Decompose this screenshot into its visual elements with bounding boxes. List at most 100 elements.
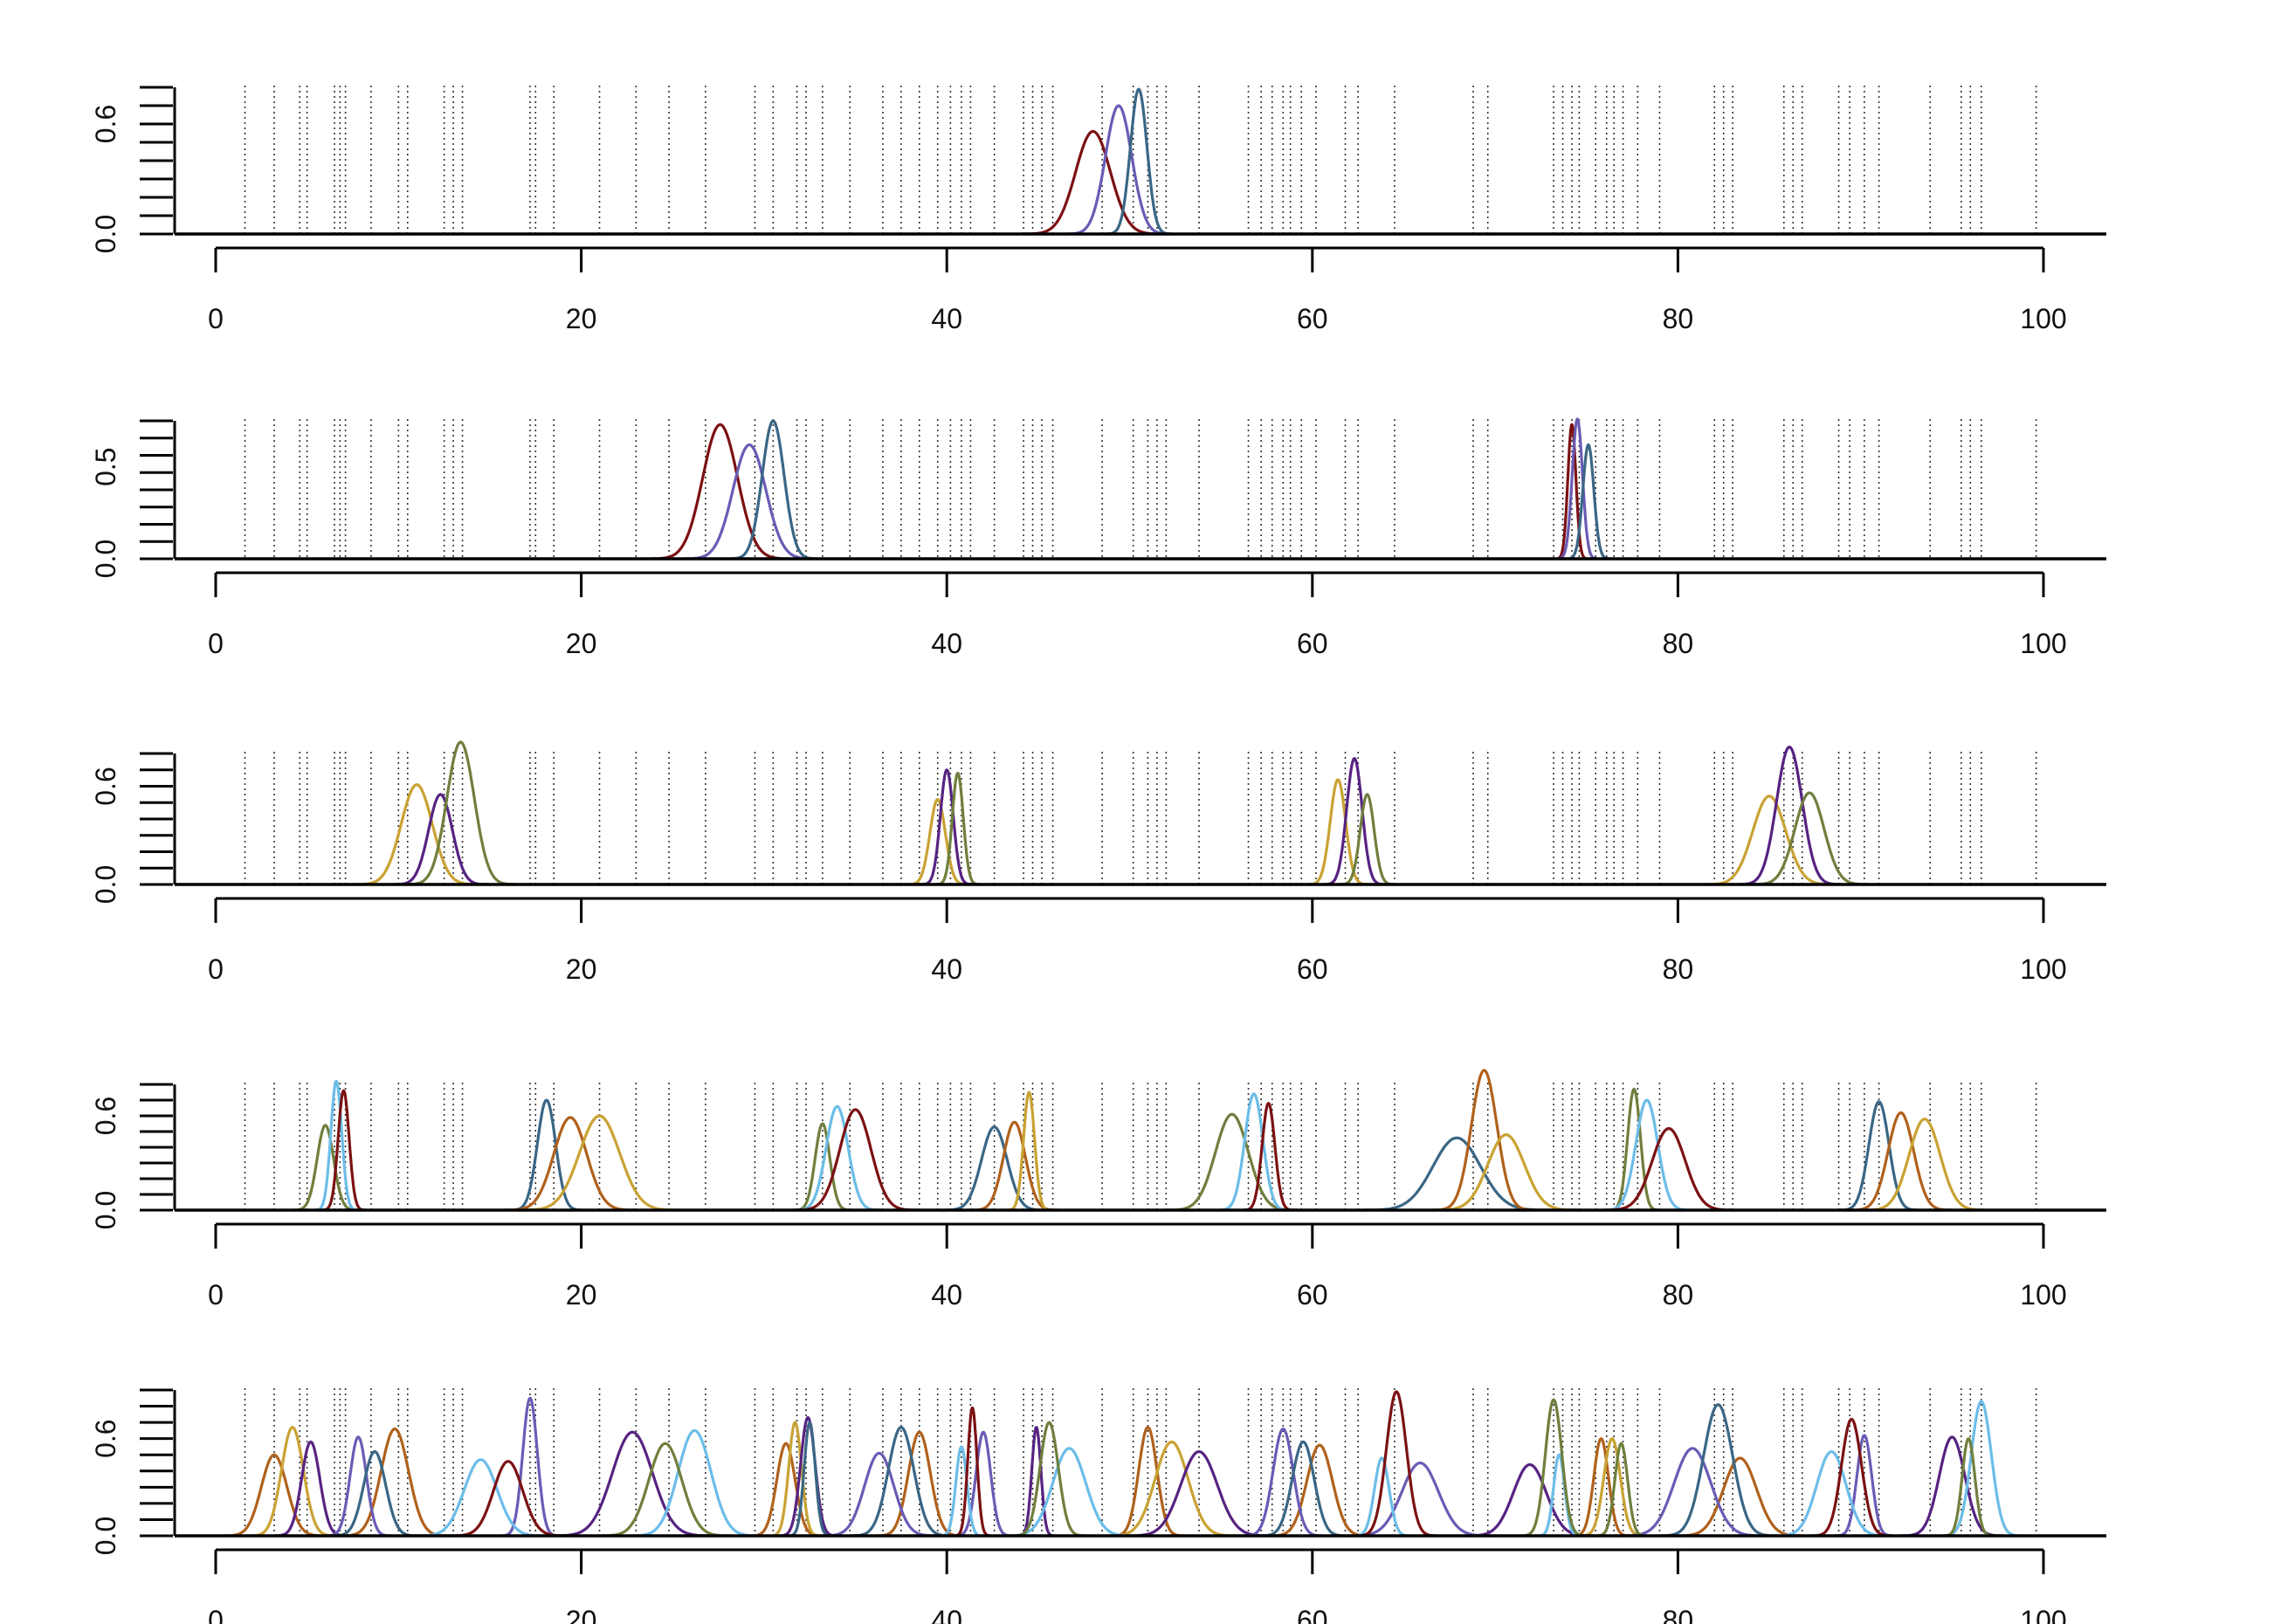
density-curve-s3-c1 (942, 1125, 1046, 1212)
x-tick-label: 0 (208, 628, 224, 659)
density-curve-s0-c5 (1268, 1443, 1371, 1538)
density-curve-s1-c1 (768, 1421, 822, 1538)
x-tick-label: 80 (1663, 303, 1694, 334)
density-curve-s5-c7 (1940, 1400, 2022, 1538)
density-curve-s7-c1 (1012, 1421, 1086, 1538)
density-curve-s1-c1 (1555, 417, 1599, 561)
density-curve-s0-c7 (1674, 1456, 1806, 1538)
x-tick-label: 0 (208, 303, 224, 334)
density-curve-s3-c1 (500, 1396, 561, 1538)
density-curve-s7-c3 (1595, 1442, 1648, 1538)
density-curve-s0-c1 (906, 797, 969, 886)
density-curve-s0-c2 (1166, 1112, 1299, 1212)
density-curve-s0-c2 (1306, 778, 1369, 886)
density-curve-s5-c2 (938, 1445, 984, 1538)
density-curve-s0-c0 (292, 1124, 359, 1212)
density-curve-s6-c1 (953, 1406, 992, 1538)
density-curve-s2-c1 (934, 771, 981, 886)
density-curve-s4-c2 (850, 1426, 953, 1538)
density-curve-s0-c2 (748, 1442, 823, 1538)
x-tick-label: 0 (208, 1605, 224, 1624)
x-tick-label: 40 (931, 628, 962, 659)
x-tick-label: 80 (1663, 953, 1694, 985)
panel-4: 0.0 0.6 0 20 40 60 80 100 (90, 1069, 2106, 1311)
density-curve-s6-c2 (1355, 1390, 1437, 1538)
panel-3: 0.0 0.6 0 20 40 60 80 100 (90, 740, 2106, 985)
x-tick-label: 60 (1297, 303, 1328, 334)
density-curve-s1-c0 (683, 443, 816, 561)
x-tick-label: 100 (2020, 1279, 2066, 1311)
y-tick-label: 0.0 (90, 215, 121, 253)
density-curve-s7-c2 (1519, 1398, 1588, 1538)
density-curve-s4-c2 (1432, 1069, 1536, 1212)
density-curve-s6-c0 (449, 1460, 567, 1538)
density-curve-s5-c1 (628, 1428, 761, 1538)
density-curve-s4-c3 (1849, 1111, 1953, 1212)
panel-2: 0.0 0.5 0 20 40 60 80 100 (90, 417, 2106, 659)
x-tick-label: 80 (1663, 1605, 1694, 1624)
density-curve-s2-c5 (1464, 1462, 1596, 1538)
density-curve-s2-c3 (1602, 1126, 1735, 1212)
x-tick-label: 100 (2020, 1605, 2066, 1624)
x-tick-label: 0 (208, 953, 224, 985)
density-curve-s2-c0 (320, 1089, 367, 1212)
density-curve-s2-c1 (552, 1430, 713, 1538)
density-curve-s2-c6 (1900, 1435, 2004, 1538)
density-curve-s4-c1 (970, 1120, 1059, 1212)
density-curve-s1-c2 (1106, 1440, 1238, 1538)
x-tick-label: 40 (931, 953, 962, 985)
x-tick-label: 20 (566, 953, 597, 985)
density-curve-s5-c2 (1432, 1133, 1580, 1212)
density-curve-s1-c0 (1065, 104, 1172, 236)
density-curve-s4-c4 (1659, 1403, 1777, 1538)
density-curve-s3-c5 (1347, 1461, 1493, 1538)
x-tick-label: 100 (2020, 628, 2066, 659)
x-tick-label: 60 (1297, 1605, 1328, 1624)
x-tick-label: 100 (2020, 303, 2066, 334)
y-tick-label: 0.6 (90, 1419, 121, 1457)
x-tick-label: 40 (931, 1279, 962, 1311)
y-tick-label: 0.5 (90, 447, 121, 485)
y-tick-label: 0.6 (90, 767, 121, 805)
density-curve-s2-c4 (1126, 1449, 1272, 1538)
x-tick-label: 80 (1663, 1279, 1694, 1311)
density-curve-s3-c0 (509, 1098, 584, 1212)
density-curve-s4-c3 (1258, 1440, 1347, 1538)
y-tick-label: 0.0 (90, 865, 121, 904)
panel-5: 0.0 0.6 0 20 40 60 80 100 (90, 1388, 2106, 1624)
density-curve-s5-c0 (519, 1114, 680, 1212)
x-tick-label: 40 (931, 1605, 962, 1624)
x-tick-label: 0 (208, 1279, 224, 1311)
density-curve-s0-c0 (1023, 129, 1163, 236)
density-curve-s0-c4 (1111, 1426, 1185, 1538)
density-curve-s1-c1 (920, 768, 974, 886)
density-curve-s0-c0 (223, 1453, 326, 1538)
density-curve-s1-c3 (1578, 1437, 1646, 1538)
density-curve-s1-c0 (248, 1426, 337, 1538)
density-curve-s3-c6 (1619, 1447, 1766, 1538)
x-tick-label: 20 (566, 1279, 597, 1311)
density-curve-s5-c1 (1006, 1091, 1052, 1212)
density-curve-s2-c2 (1242, 1102, 1295, 1212)
density-curve-s0-c0 (651, 423, 790, 561)
density-curve-s1-c1 (793, 1104, 882, 1212)
density-curve-s3-c2 (820, 1451, 938, 1538)
density-curve-s0-c1 (1554, 423, 1589, 561)
y-tick-label: 0.0 (90, 1191, 121, 1229)
density-curve-s3-c4 (1242, 1427, 1324, 1538)
panel-1: 0.0 0.6 0 20 40 60 80 100 (90, 86, 2106, 334)
density-curve-s3-c7 (1834, 1434, 1895, 1538)
density-curve-s2-c0 (405, 740, 516, 886)
density-curve-s0-c6 (1571, 1437, 1631, 1538)
x-tick-label: 20 (566, 628, 597, 659)
density-curve-s5-c3 (1862, 1118, 1988, 1212)
density-curve-s5-c6 (1773, 1449, 1891, 1538)
density-curve-s2-c1 (1565, 443, 1611, 561)
x-tick-label: 60 (1297, 628, 1328, 659)
density-curve-s2-c3 (1751, 791, 1869, 886)
x-tick-label: 20 (566, 303, 597, 334)
x-tick-label: 100 (2020, 953, 2066, 985)
density-curve-s4-c0 (330, 1449, 419, 1538)
density-curve-s1-c2 (1323, 757, 1386, 886)
y-tick-label: 0.6 (90, 105, 121, 143)
